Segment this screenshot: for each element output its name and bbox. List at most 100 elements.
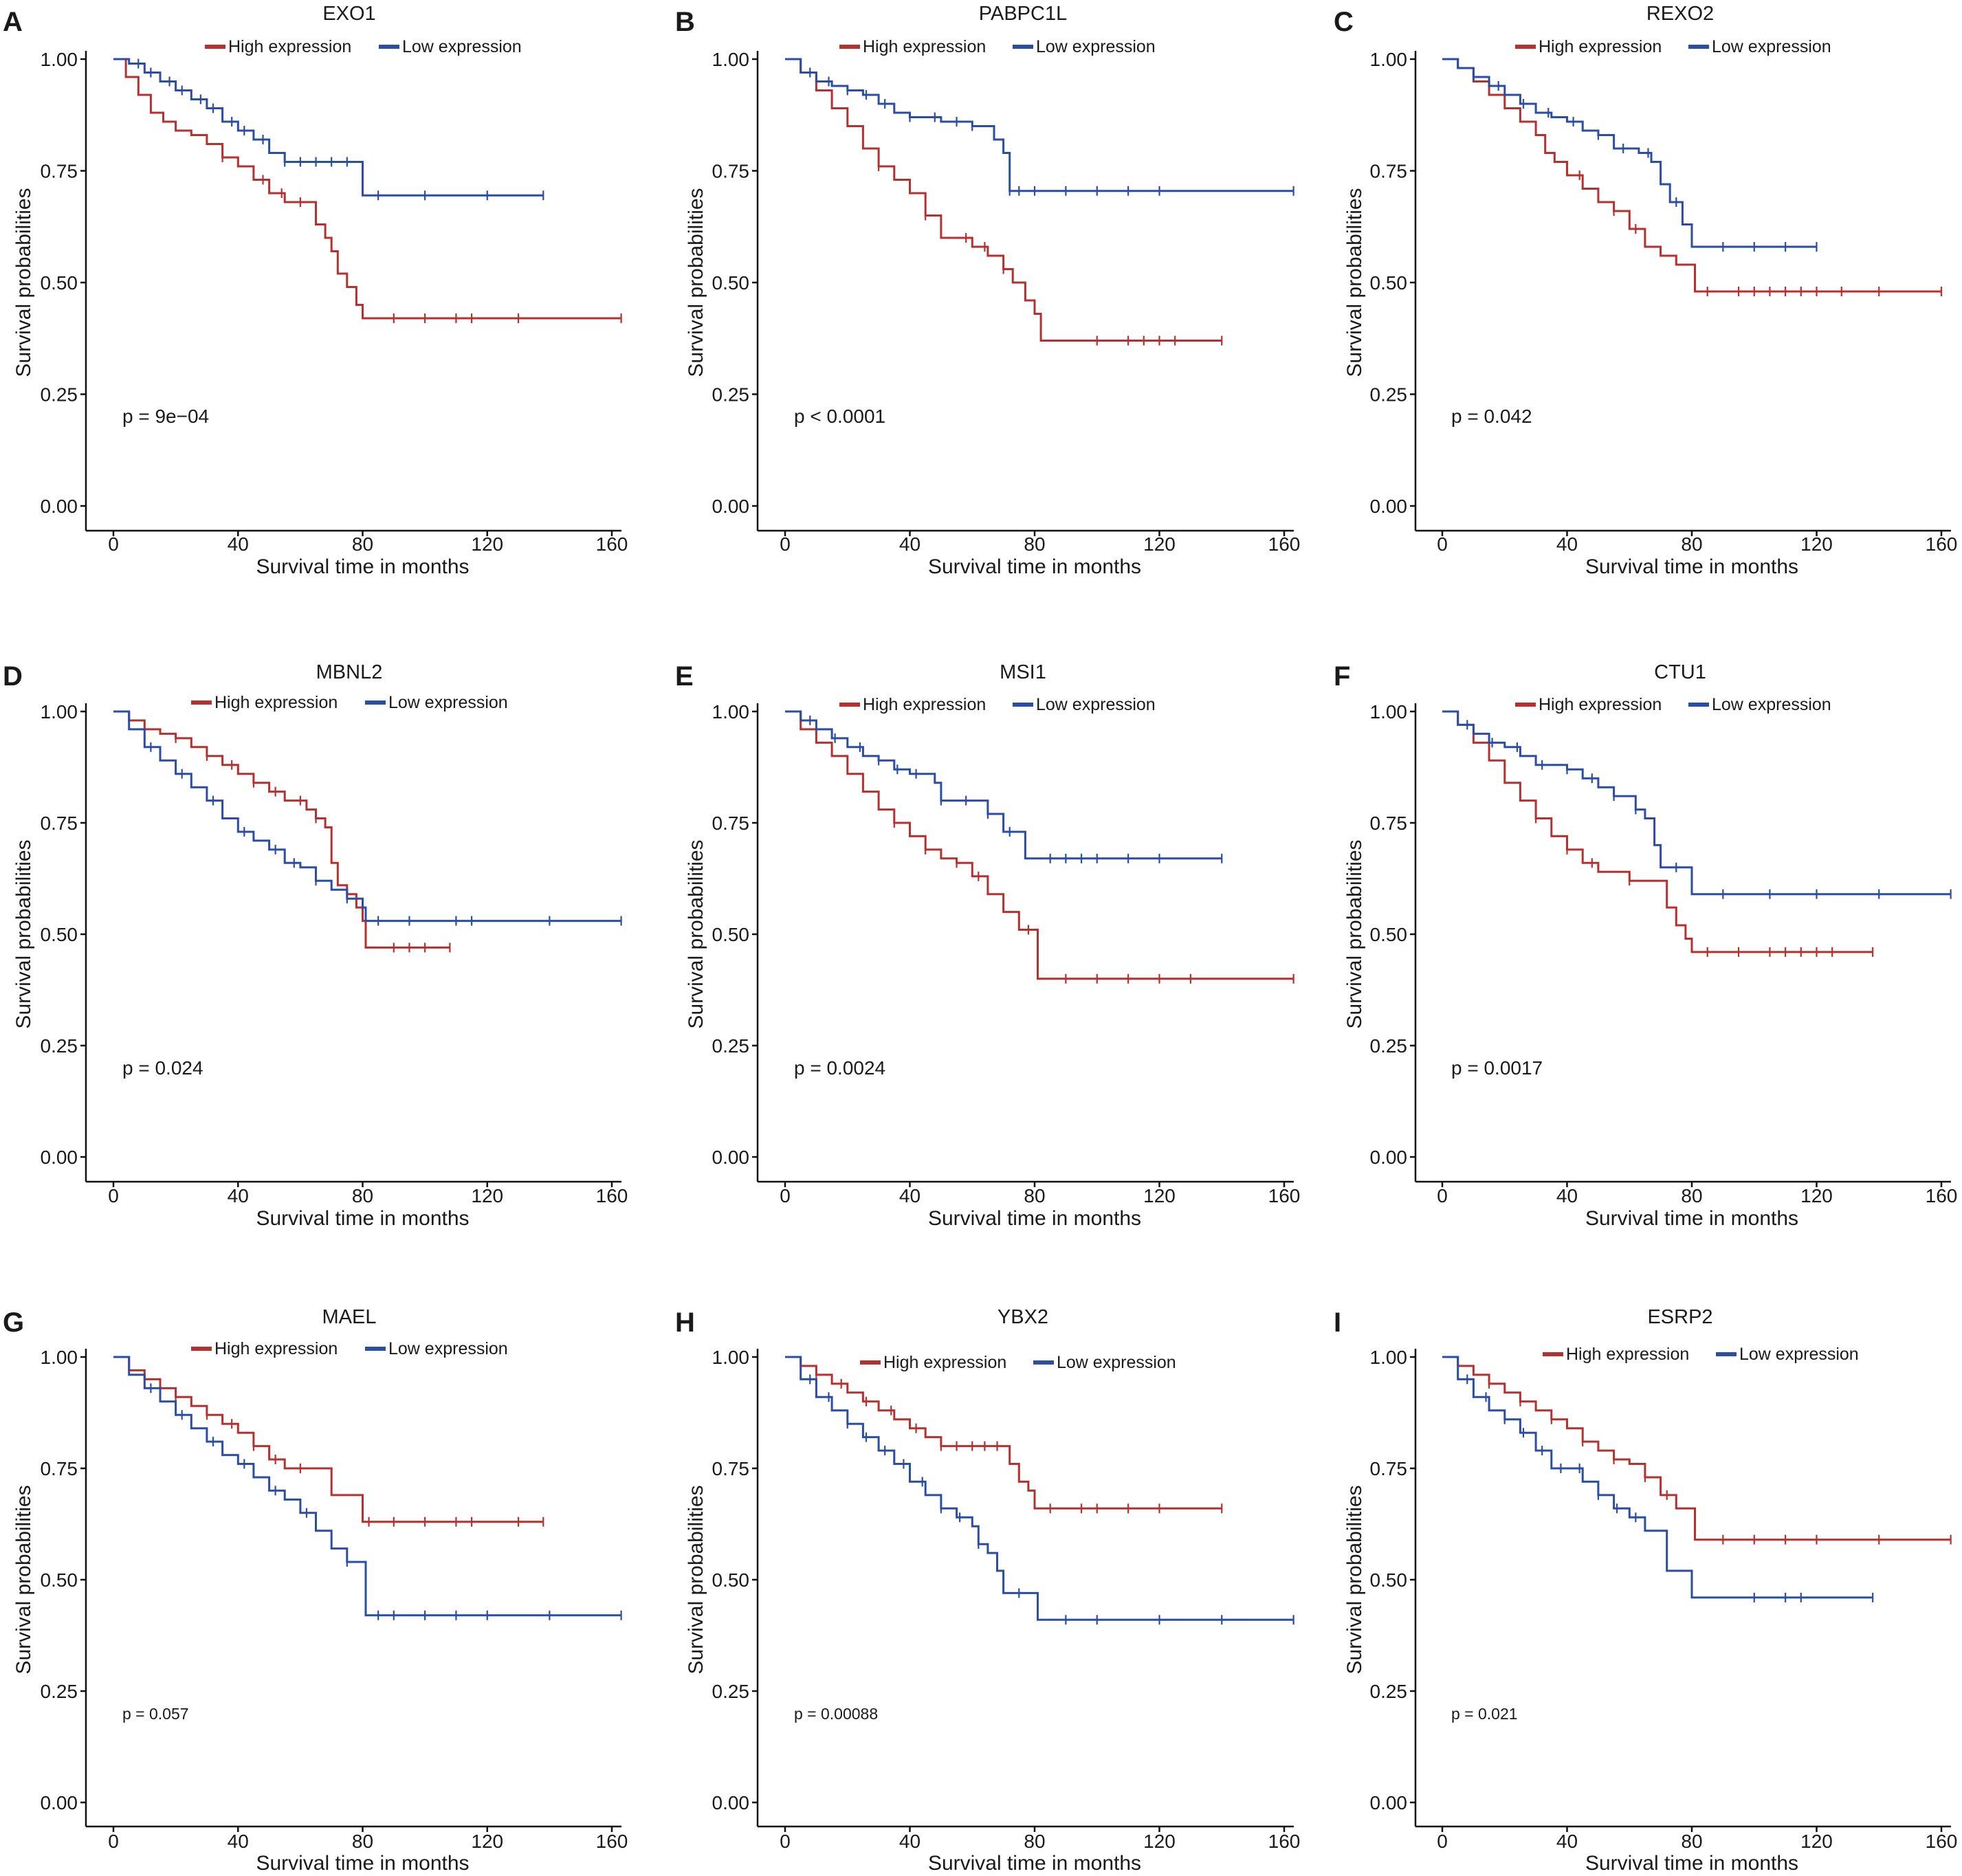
km-curve-high <box>785 710 1294 980</box>
legend-high-label: High expression <box>214 1339 338 1358</box>
y-axis-label: Survival probabilities <box>685 188 707 377</box>
km-panel-h: H YBX2 1.00 0.75 0.50 0.25 0.00 0 40 80 120 160 Surv… <box>675 1306 1300 1875</box>
x-tick-label: 80 <box>352 533 373 555</box>
y-tick-label: 0.75 <box>1370 161 1408 182</box>
x-tick-label: 120 <box>1800 533 1833 555</box>
legend-low-label: Low expression <box>1057 1353 1176 1372</box>
legend-low-label: Low expression <box>1036 37 1156 56</box>
x-axis-label: Survival time in months <box>928 555 1141 578</box>
y-tick-label: 0.00 <box>712 1792 750 1813</box>
km-curve-high <box>785 58 1222 342</box>
p-value: p = 0.024 <box>122 1057 203 1079</box>
panel-title: MBNL2 <box>316 661 383 683</box>
x-tick-label: 120 <box>1143 1185 1176 1206</box>
km-curve-high <box>113 58 621 320</box>
y-tick-label: 1.00 <box>1370 1347 1408 1368</box>
km-panel-b: B PABPC1L 1.00 0.75 0.50 0.25 0.00 0 40 80 120 160 S… <box>675 3 1300 578</box>
km-panel-i: I ESRP2 1.00 0.75 0.50 0.25 0.00 0 40 80 120 160 Sur… <box>1334 1306 1957 1875</box>
panel-letter: D <box>3 661 23 692</box>
x-tick-label: 160 <box>1268 1831 1301 1852</box>
p-value: p = 0.042 <box>1451 406 1532 427</box>
legend-low-label: Low expression <box>402 37 522 56</box>
panel-title: MAEL <box>322 1306 377 1328</box>
panel-title: YBX2 <box>997 1306 1048 1328</box>
y-tick-label: 0.00 <box>1370 1792 1408 1813</box>
y-tick-label: 0.25 <box>41 384 78 406</box>
p-value: p = 0.0024 <box>794 1057 885 1079</box>
p-value: p = 0.0017 <box>1451 1057 1543 1079</box>
km-panel-e: E MSI1 1.00 0.75 0.50 0.25 0.00 0 40 80 120 160 Surv… <box>675 661 1300 1230</box>
y-tick-label: 0.25 <box>1370 384 1408 406</box>
legend-low-label: Low expression <box>1036 695 1156 714</box>
panel-letter: C <box>1334 7 1354 37</box>
y-tick-label: 0.00 <box>41 496 78 517</box>
p-value: p = 9e−04 <box>122 406 209 427</box>
p-value: p = 0.021 <box>1451 1705 1518 1723</box>
x-tick-label: 160 <box>1926 533 1958 555</box>
y-tick-label: 0.50 <box>41 924 78 945</box>
km-panel-g: G MAEL 1.00 0.75 0.50 0.25 0.00 0 40 80 120 160 Surv… <box>3 1306 628 1875</box>
y-tick-label: 0.75 <box>41 161 78 182</box>
km-panel-f: F CTU1 1.00 0.75 0.50 0.25 0.00 0 40 80 120 160 Surv… <box>1334 661 1957 1230</box>
km-curve-low <box>785 58 1294 192</box>
y-axis-label: Survival probabilities <box>685 839 707 1028</box>
y-tick-label: 0.50 <box>712 924 750 945</box>
panel-title: MSI1 <box>1000 661 1046 683</box>
y-axis-label: Survival probabilities <box>12 1485 35 1674</box>
p-value: p = 0.00088 <box>794 1705 878 1723</box>
km-curve-low <box>113 710 621 923</box>
x-tick-label: 0 <box>108 1185 119 1206</box>
x-tick-label: 120 <box>1143 533 1176 555</box>
x-tick-label: 40 <box>1556 1185 1578 1206</box>
x-tick-label: 0 <box>1437 1831 1448 1852</box>
x-tick-label: 120 <box>471 1185 503 1206</box>
panel-letter: A <box>3 7 23 37</box>
legend-high-label: High expression <box>1539 695 1662 714</box>
km-curve-low <box>1442 1356 1873 1599</box>
x-tick-label: 80 <box>1024 1831 1045 1852</box>
panel-title: REXO2 <box>1646 3 1714 25</box>
y-tick-label: 1.00 <box>41 49 78 70</box>
km-curve-high <box>113 1356 544 1523</box>
y-tick-label: 0.25 <box>712 1681 750 1702</box>
y-tick-label: 1.00 <box>1370 49 1408 70</box>
y-tick-label: 1.00 <box>712 49 750 70</box>
y-tick-label: 0.00 <box>41 1147 78 1168</box>
y-tick-label: 0.25 <box>712 1035 750 1057</box>
x-tick-label: 160 <box>1268 533 1301 555</box>
x-tick-label: 120 <box>471 1831 503 1852</box>
y-tick-label: 0.25 <box>1370 1681 1408 1702</box>
panel-letter: G <box>3 1307 24 1338</box>
y-tick-label: 0.50 <box>41 1569 78 1591</box>
km-curve-low <box>785 1356 1294 1621</box>
panel-letter: E <box>675 661 694 692</box>
x-tick-label: 160 <box>1926 1831 1958 1852</box>
y-tick-label: 0.00 <box>712 496 750 517</box>
x-tick-label: 80 <box>1024 533 1045 555</box>
y-tick-label: 0.00 <box>712 1147 750 1168</box>
y-tick-label: 0.25 <box>41 1681 78 1702</box>
x-tick-label: 0 <box>780 1831 791 1852</box>
x-tick-label: 40 <box>228 533 249 555</box>
panel-title: ESRP2 <box>1647 1306 1712 1328</box>
x-axis-label: Survival time in months <box>256 1207 469 1230</box>
x-tick-label: 160 <box>596 1831 628 1852</box>
x-tick-label: 40 <box>899 533 921 555</box>
x-tick-label: 160 <box>1268 1185 1301 1206</box>
x-axis-label: Survival time in months <box>256 555 469 578</box>
x-tick-label: 120 <box>471 533 503 555</box>
legend-low-label: Low expression <box>1712 37 1831 56</box>
x-axis-label: Survival time in months <box>928 1852 1141 1875</box>
legend-low-label: Low expression <box>1739 1345 1859 1364</box>
x-tick-label: 40 <box>899 1185 921 1206</box>
x-axis-label: Survival time in months <box>256 1852 469 1875</box>
panel-letter: F <box>1334 661 1350 692</box>
y-axis-label: Survival probabilities <box>685 1485 707 1674</box>
y-axis-label: Survival probabilities <box>12 188 35 377</box>
x-axis-label: Survival time in months <box>1585 1207 1798 1230</box>
x-tick-label: 80 <box>1024 1185 1045 1206</box>
x-axis-label: Survival time in months <box>1585 555 1798 578</box>
x-tick-label: 80 <box>352 1831 373 1852</box>
p-value: p = 0.057 <box>122 1705 189 1723</box>
